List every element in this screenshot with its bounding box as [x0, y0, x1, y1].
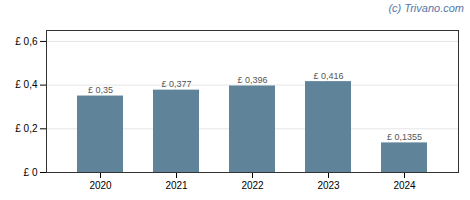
- svg-text:£ 0,6: £ 0,6: [15, 36, 38, 47]
- svg-text:£ 0,1355: £ 0,1355: [387, 132, 422, 142]
- svg-text:2020: 2020: [89, 180, 112, 191]
- svg-text:£ 0: £ 0: [24, 167, 38, 178]
- svg-text:£ 0,4: £ 0,4: [15, 79, 38, 90]
- html-text:(c) Trivano.com: (c) Trivano.com: [388, 2, 464, 14]
- svg-text:2023: 2023: [317, 180, 340, 191]
- svg-text:£ 0,35: £ 0,35: [88, 85, 113, 95]
- svg-text:2022: 2022: [241, 180, 264, 191]
- svg-text:2024: 2024: [393, 180, 416, 191]
- svg-text:£ 0,2: £ 0,2: [15, 123, 38, 134]
- svg-text:£ 0,416: £ 0,416: [313, 71, 343, 81]
- svg-text:£ 0,396: £ 0,396: [237, 75, 267, 85]
- svg-text:2021: 2021: [165, 180, 188, 191]
- svg-text:£ 0,377: £ 0,377: [161, 79, 191, 89]
